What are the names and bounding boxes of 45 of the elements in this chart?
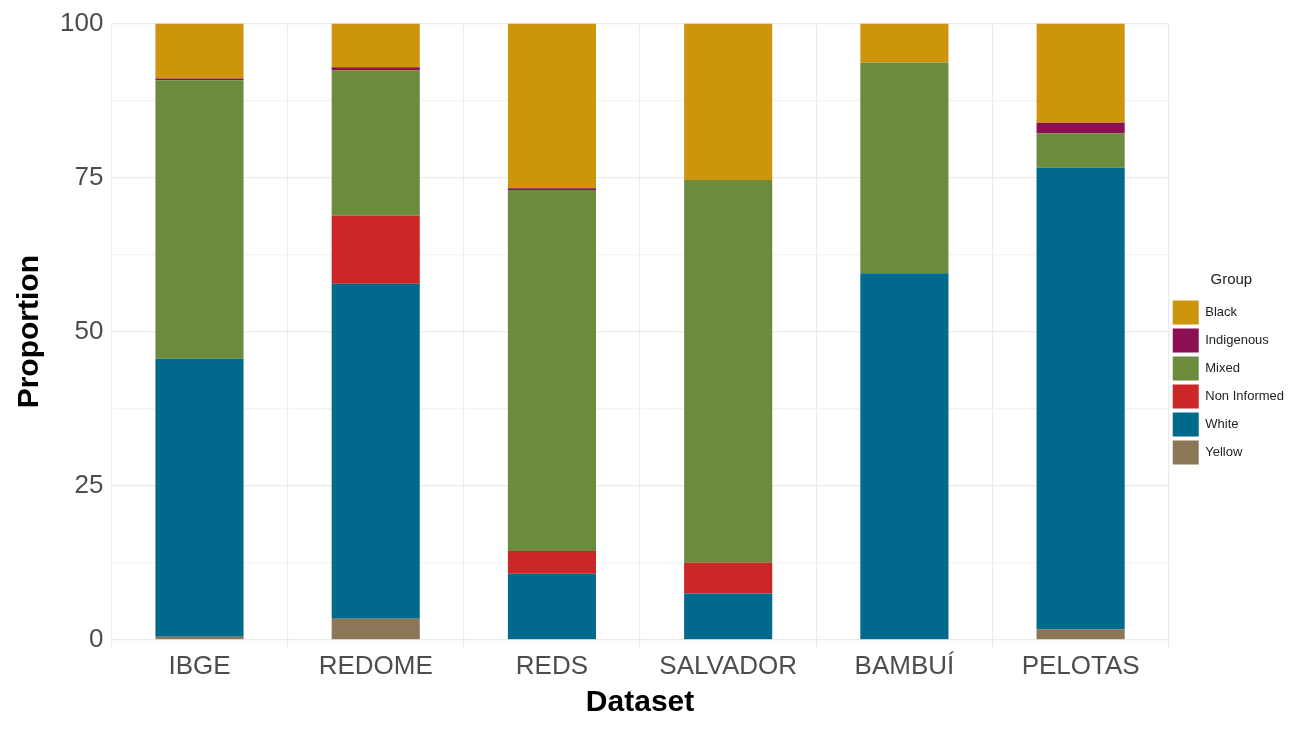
bar xyxy=(1036,629,1125,640)
bar xyxy=(684,23,773,181)
x-tick-label: SALVADOR xyxy=(659,649,798,680)
bar xyxy=(507,23,596,189)
x-tick-label: PELOTAS xyxy=(1021,649,1140,680)
x-tick-label: REDOME xyxy=(318,649,433,680)
bar xyxy=(684,593,773,640)
bar xyxy=(860,62,949,274)
bar xyxy=(331,67,420,71)
x-axis-title: Dataset xyxy=(585,684,695,718)
y-tick-label: 75 xyxy=(74,160,104,191)
x-tick-label: REDS xyxy=(515,649,589,680)
bar xyxy=(507,551,596,574)
y-axis-title: Proportion xyxy=(11,255,45,409)
x-tick-label: BAMBUÍ xyxy=(854,649,956,680)
legend-label: Yellow xyxy=(1205,444,1243,460)
legend-label: Mixed xyxy=(1205,360,1240,376)
legend-label: Indigenous xyxy=(1205,332,1270,348)
bar xyxy=(331,618,420,640)
bar xyxy=(860,273,949,640)
y-tick-label: 100 xyxy=(59,6,104,37)
bar xyxy=(1036,133,1125,168)
legend-label: Non Informed xyxy=(1205,388,1284,404)
bar xyxy=(507,189,596,552)
bar xyxy=(331,23,420,68)
legend-label: White xyxy=(1205,416,1239,432)
legend-title: Group xyxy=(1210,270,1253,288)
y-tick-label: 50 xyxy=(74,314,104,345)
bar xyxy=(684,180,773,563)
bar xyxy=(1036,23,1125,123)
bar xyxy=(155,358,244,637)
bar xyxy=(331,70,420,216)
bar xyxy=(1036,167,1125,630)
bar xyxy=(684,562,773,594)
bar xyxy=(155,23,244,79)
legend-label: Black xyxy=(1205,304,1238,320)
bar xyxy=(331,283,420,619)
x-tick-label: IBGE xyxy=(168,649,231,680)
y-tick-label: 0 xyxy=(88,622,104,653)
y-tick-label: 25 xyxy=(74,468,104,499)
bar xyxy=(1036,122,1125,134)
bar xyxy=(507,573,596,640)
bar xyxy=(860,23,949,63)
bar xyxy=(155,80,244,359)
bar xyxy=(331,215,420,284)
